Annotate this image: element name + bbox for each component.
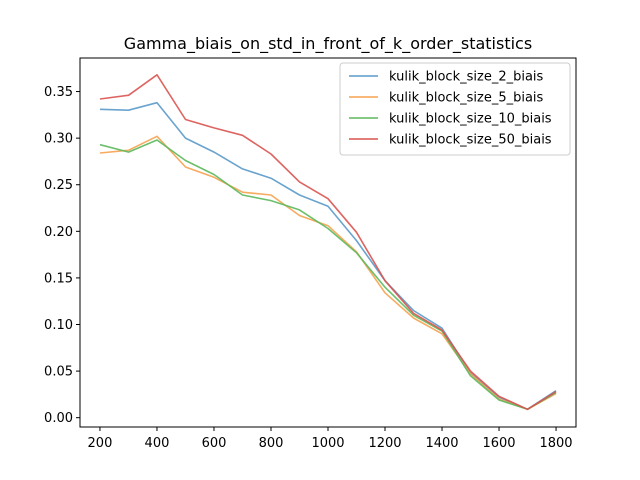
x-tick-label: 1400 (425, 436, 458, 451)
x-tick-label: 1200 (368, 436, 401, 451)
plot-area-frame (79, 57, 577, 428)
legend-label: kulik_block_size_50_biais (389, 133, 552, 148)
x-axis-ticks: 200 400 600 800 1000 1200 1400 1600 1800 (88, 427, 573, 451)
x-tick-label: 1000 (311, 436, 344, 451)
legend-label: kulik_block_size_10_biais (389, 112, 552, 127)
y-tick-label: 0.05 (44, 365, 73, 380)
y-tick-label: 0.00 (44, 411, 73, 426)
y-tick-label: 0.15 (44, 271, 73, 286)
chart-title: Gamma_biais_on_std_in_front_of_k_order_s… (124, 34, 532, 54)
y-tick-label: 0.10 (44, 318, 73, 333)
y-tick-label: 0.30 (44, 132, 73, 147)
x-tick-label: 1600 (482, 436, 515, 451)
legend-box (339, 62, 571, 156)
legend: kulik_block_size_2_biais kulik_block_size… (339, 62, 571, 156)
x-tick-label: 1800 (539, 436, 572, 451)
legend-label: kulik_block_size_2_biais (389, 70, 544, 85)
series-line-kulik_block_size_10_biais (99, 139, 557, 411)
series-line-kulik_block_size_50_biais (99, 74, 557, 411)
x-tick-label: 600 (202, 436, 227, 451)
series-line-kulik_block_size_5_biais (99, 135, 557, 411)
y-tick-label: 0.20 (44, 225, 73, 240)
x-tick-label: 200 (88, 436, 113, 451)
x-tick-label: 400 (145, 436, 170, 451)
series-layer (99, 74, 557, 411)
y-tick-label: 0.25 (44, 178, 73, 193)
x-tick-label: 800 (259, 436, 284, 451)
legend-label: kulik_block_size_5_biais (389, 91, 544, 106)
y-axis-ticks: 0.00 0.05 0.10 0.15 0.20 0.25 0.30 0.35 (44, 85, 80, 426)
y-tick-label: 0.35 (44, 85, 73, 100)
series-line-kulik_block_size_2_biais (99, 101, 557, 411)
